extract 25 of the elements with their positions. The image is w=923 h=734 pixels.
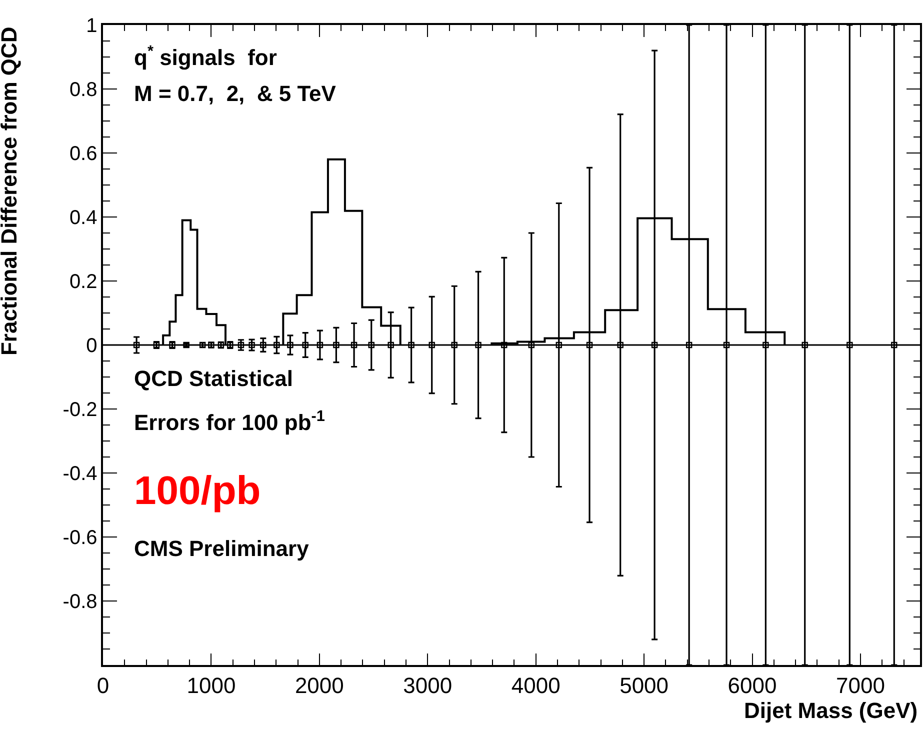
x-tick-label: 2000 <box>294 673 344 698</box>
y-tick-label: -0.2 <box>62 399 98 421</box>
y-tick-label: 0.6 <box>69 143 98 165</box>
annotation: QCD Statistical <box>134 366 293 391</box>
y-axis-title: Fractional Difference from QCD <box>0 26 22 356</box>
y-tick-label: -0.8 <box>62 591 98 613</box>
annotation: M = 0.7, 2, & 5 TeV <box>134 81 336 106</box>
x-tick-label: 1000 <box>186 673 236 698</box>
x-tick-label: 7000 <box>836 673 885 698</box>
x-axis-title: Dijet Mass (GeV) <box>744 698 918 723</box>
x-tick-label: 3000 <box>403 673 452 698</box>
x-tick-label: 6000 <box>728 673 777 698</box>
y-tick-label: 1 <box>86 15 98 37</box>
annotation: Errors for 100 pb$^{-1}$ <box>134 408 326 436</box>
y-tick-label: 0 <box>86 335 98 357</box>
y-tick-label: 0.2 <box>69 271 98 293</box>
y-tick-label: -0.6 <box>62 527 98 549</box>
y-tick-label: -0.4 <box>62 463 98 485</box>
annotation: q$^{*}$ signals for <box>134 43 278 70</box>
x-tick-label: 5000 <box>620 673 669 698</box>
annotation: 100/pb <box>134 469 261 513</box>
y-tick-label: 0.4 <box>69 207 98 229</box>
y-tick-label: 0.8 <box>69 79 98 101</box>
x-tick-label: 4000 <box>511 673 560 698</box>
annotation: CMS Preliminary <box>134 536 310 561</box>
